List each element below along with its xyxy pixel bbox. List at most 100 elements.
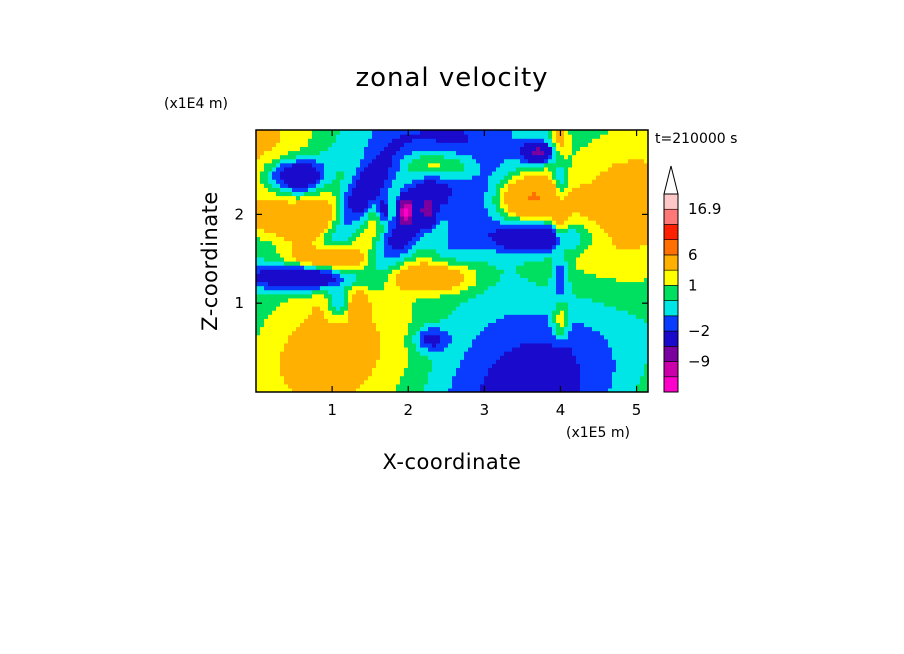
contour-cell [560, 191, 565, 197]
contour-cell [356, 359, 361, 364]
contour-cell [288, 130, 293, 135]
contour-cell [424, 351, 429, 356]
contour-cell [360, 310, 365, 315]
contour-cell [412, 236, 417, 242]
contour-cell [548, 232, 553, 238]
contour-cell [420, 375, 425, 381]
contour-cell [380, 342, 385, 348]
contour-cell [432, 130, 437, 135]
contour-cell [388, 130, 393, 135]
contour-cell [328, 387, 333, 392]
contour-cell [400, 379, 405, 385]
contour-cell [388, 306, 393, 311]
contour-cell [336, 306, 341, 311]
contour-cell [452, 150, 457, 156]
contour-cell [456, 355, 461, 360]
contour-cell [328, 265, 333, 270]
contour-cell [436, 256, 441, 262]
contour-cell [364, 326, 369, 332]
contour-cell [340, 203, 345, 209]
contour-cell [428, 211, 433, 217]
contour-cell [264, 281, 269, 287]
contour-cell [412, 170, 417, 176]
contour-cell [404, 346, 409, 352]
contour-cell [360, 269, 365, 274]
contour-cell [532, 183, 537, 188]
contour-cell [304, 191, 309, 197]
contour-cell [272, 130, 277, 135]
contour-cell [452, 191, 457, 197]
contour-cell [276, 387, 281, 392]
contour-cell [432, 138, 437, 143]
contour-cell [496, 134, 501, 139]
contour-cell [448, 191, 453, 197]
contour-cell [548, 355, 553, 360]
contour-cell [444, 285, 449, 291]
contour-cell [520, 175, 525, 180]
contour-cell [456, 134, 461, 139]
contour-cell [444, 273, 449, 278]
contour-cell [552, 248, 557, 254]
contour-cell [472, 261, 477, 266]
contour-cell [520, 203, 525, 209]
contour-cell [408, 232, 413, 238]
contour-cell [432, 334, 437, 340]
contour-cell [432, 207, 437, 213]
contour-cell [488, 306, 493, 311]
contour-cell [544, 203, 549, 209]
contour-cell [476, 273, 481, 278]
contour-cell [324, 338, 329, 344]
contour-cell [340, 289, 345, 295]
contour-cell [564, 244, 569, 250]
contour-cell [304, 285, 309, 291]
contour-cell [388, 191, 393, 197]
contour-cell [404, 351, 409, 356]
contour-cell [404, 142, 409, 147]
contour-cell [408, 379, 413, 385]
contour-cell [412, 338, 417, 344]
contour-cell [340, 277, 345, 283]
contour-cell [456, 158, 461, 164]
contour-cell [516, 277, 521, 283]
contour-cell [520, 359, 525, 364]
contour-cell [324, 281, 329, 287]
contour-cell [496, 346, 501, 352]
contour-cell [524, 387, 529, 392]
contour-cell [376, 338, 381, 344]
contour-cell [540, 330, 545, 336]
contour-cell [484, 338, 489, 344]
contour-cell [320, 244, 325, 250]
contour-cell [420, 220, 425, 225]
contour-cell [320, 158, 325, 164]
contour-cell [288, 224, 293, 229]
contour-cell [392, 170, 397, 176]
contour-cell [440, 244, 445, 250]
contour-cell [520, 330, 525, 336]
contour-cell [404, 211, 409, 217]
contour-cell [516, 138, 521, 143]
contour-cell [284, 175, 289, 180]
contour-cell [528, 170, 533, 176]
contour-cell [464, 387, 469, 392]
contour-cell [540, 289, 545, 295]
contour-cell [328, 244, 333, 250]
contour-cell [444, 158, 449, 164]
contour-cell [556, 351, 561, 356]
contour-cell [456, 170, 461, 176]
contour-cell [412, 269, 417, 274]
contour-cell [544, 281, 549, 287]
contour-cell [264, 293, 269, 299]
contour-cell [336, 285, 341, 291]
contour-cell [376, 195, 381, 201]
contour-cell [560, 326, 565, 332]
contour-cell [392, 269, 397, 274]
contour-cell [352, 203, 357, 209]
contour-cell [392, 379, 397, 385]
contour-cell [528, 293, 533, 299]
contour-cell [308, 252, 313, 258]
contour-cell [400, 301, 405, 307]
contour-cell [460, 146, 465, 152]
contour-cell [348, 351, 353, 356]
contour-cell [276, 162, 281, 168]
contour-cell [480, 134, 485, 139]
